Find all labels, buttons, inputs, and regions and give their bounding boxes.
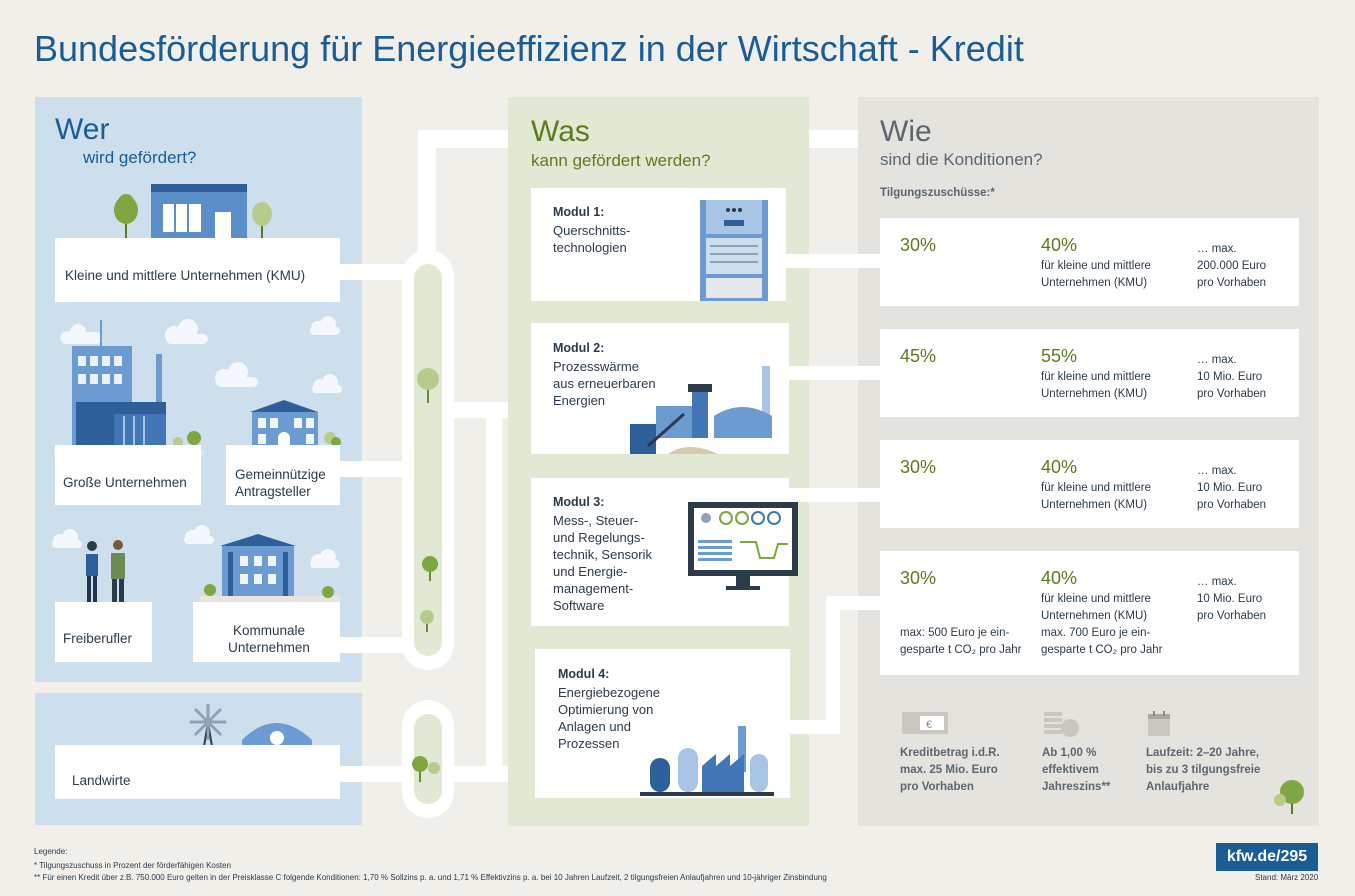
tree-icon [1274, 780, 1304, 814]
gemeinnuetzig-card [226, 445, 340, 505]
road-row4-vertical [826, 596, 840, 734]
legend-line-1: * Tilgungszuschuss in Prozent der förder… [34, 861, 232, 870]
row-2-base-percent: 45% [900, 346, 937, 366]
road-row1 [786, 254, 880, 268]
fact-laufzeit: Laufzeit: 2–20 Jahre, bis zu 3 tilgungsf… [1146, 747, 1261, 793]
row-3-kmu-text: für kleine und mittlere Unternehmen (KMU… [1041, 482, 1151, 511]
road-loop-green [414, 264, 442, 656]
modul-4-text: Energiebezogene Optimierung von Anlagen … [558, 685, 660, 751]
row-4-kmu-text: für kleine und mittlere Unternehmen (KMU… [1041, 593, 1163, 656]
tree-icon [422, 556, 438, 581]
road-grosse [340, 461, 408, 477]
row-1-base-percent: 30% [900, 235, 937, 255]
freiberufler-card [55, 602, 152, 662]
modul-1-title: Modul 1: [553, 205, 605, 219]
road-vertical-right [486, 402, 502, 782]
road-top [418, 130, 508, 148]
wer-item-kmu: Kleine und mittlere Unternehmen (KMU) [65, 268, 306, 283]
legend-line-2: ** Für einen Kredit über z.B. 750.000 Eu… [34, 873, 827, 882]
road-row2 [786, 366, 880, 380]
wie-heading: Wie [880, 115, 932, 148]
modul-4-title: Modul 4: [558, 667, 610, 681]
svg-text:€: € [926, 719, 932, 731]
fact-zins: Ab 1,00 % effektivem Jahreszins** [1042, 747, 1111, 793]
modul-2-title: Modul 2: [553, 341, 605, 355]
kfw-link[interactable]: kfw.de/295 [1216, 843, 1318, 871]
cloud-icon [184, 525, 214, 544]
municipal-building-icon [200, 534, 340, 604]
ventilation-unit-icon [700, 200, 768, 301]
wer-item-freiberufler: Freiberufler [63, 631, 133, 646]
modul-2-text: Prozesswärme aus erneuerbaren Energien [553, 359, 656, 408]
modul-1-text: Querschnitts- technologien [553, 223, 631, 255]
wer-item-gemeinnuetzig: Gemeinnützige Antragsteller [235, 467, 326, 499]
cloud-icon [52, 529, 82, 548]
row-1-kmu-text: für kleine und mittlere Unternehmen (KMU… [1041, 260, 1151, 289]
factory-icon [640, 726, 774, 796]
row-4-base-percent: 30% [900, 568, 937, 588]
kommunal-card [193, 602, 340, 662]
condition-row-3 [880, 440, 1299, 528]
road-row4 [790, 720, 830, 734]
road-landwirte [340, 766, 408, 782]
was-heading: Was [531, 115, 590, 148]
condition-row-1 [880, 218, 1299, 306]
people-icon [86, 540, 125, 605]
row-2-kmu-text: für kleine und mittlere Unternehmen (KMU… [1041, 371, 1151, 400]
row-1-max: … max. 200.000 Euro pro Vorhaben [1197, 243, 1267, 289]
tree-icon [412, 756, 440, 782]
cloud-icon [310, 549, 340, 568]
money-icon: € [902, 712, 948, 734]
modul-3-text: Mess-, Steuer- und Regelungs- technik, S… [553, 513, 652, 613]
road-wie [809, 130, 858, 148]
wie-subheading: sind die Konditionen? [880, 150, 1043, 169]
was-subheading: kann gefördert werden? [531, 151, 711, 170]
wer-subheading: wird gefördert? [83, 148, 197, 167]
wer-item-kommunal: Kommunale Unternehmen [228, 623, 310, 655]
grosse-card [55, 445, 201, 505]
condition-row-2 [880, 329, 1299, 417]
road-vertical-top [418, 130, 436, 270]
calendar-icon [1148, 711, 1170, 736]
wer-item-grosse: Große Unternehmen [63, 475, 187, 490]
road-kmu [340, 264, 408, 280]
cloud-icon [165, 319, 208, 344]
cloud-icon [312, 374, 342, 393]
condition-row-4 [880, 551, 1299, 675]
page-title: Bundesförderung für Energieeffizienz in … [34, 28, 1024, 69]
biomass-plant-icon [630, 366, 772, 454]
road-row3 [786, 488, 880, 502]
row-3-max: … max. 10 Mio. Euro pro Vorhaben [1197, 465, 1267, 511]
landwirte-card [55, 745, 340, 799]
road-row4-h [826, 596, 880, 610]
wer-item-landwirte: Landwirte [72, 773, 131, 788]
row-3-kmu-percent: 40% [1041, 457, 1078, 477]
legend-heading: Legende: [34, 847, 68, 856]
stand-date: Stand: März 2020 [1255, 873, 1319, 882]
tree-icon [420, 610, 434, 632]
row-4-base-note: max: 500 Euro je ein- gesparte t CO₂ pro… [900, 627, 1022, 656]
kmu-card [55, 238, 340, 302]
coins-icon [1044, 712, 1079, 737]
row-4-kmu-percent: 40% [1041, 568, 1078, 588]
row-1-kmu-percent: 40% [1041, 235, 1078, 255]
cloud-icon [310, 316, 340, 335]
wer-heading: Wer [55, 113, 110, 146]
tree-icon [417, 368, 439, 403]
cloud-icon [215, 362, 258, 387]
road-kommunal [340, 637, 408, 653]
row-3-base-percent: 30% [900, 457, 937, 477]
monitor-dashboard-icon [688, 502, 798, 590]
tilgung-label: Tilgungszuschüsse:* [880, 187, 995, 199]
row-4-max: … max. 10 Mio. Euro pro Vorhaben [1197, 576, 1267, 622]
row-2-kmu-percent: 55% [1041, 346, 1078, 366]
kmu-building-icon [105, 184, 275, 244]
row-2-max: … max. 10 Mio. Euro pro Vorhaben [1197, 354, 1267, 400]
modul-3-title: Modul 3: [553, 495, 605, 509]
fact-kreditbetrag: Kreditbetrag i.d.R. max. 25 Mio. Euro pr… [900, 747, 1000, 793]
